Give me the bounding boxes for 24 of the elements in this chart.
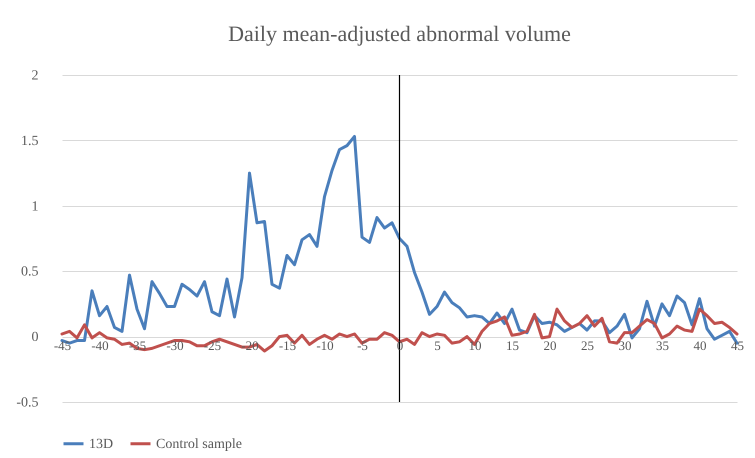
x-tick-label: -40: [91, 338, 109, 354]
legend-label: Control sample: [156, 436, 242, 452]
x-tick-label: -25: [204, 338, 222, 354]
y-tick-label: 1.5: [21, 134, 38, 149]
x-tick-label: 35: [656, 338, 669, 354]
x-tick-label: 5: [434, 338, 441, 354]
x-tick-label: -5: [357, 338, 368, 354]
x-tick-label: 25: [581, 338, 594, 354]
x-tick-label: 45: [731, 338, 744, 354]
x-tick-label: 20: [544, 338, 556, 354]
x-tick-label: -10: [316, 338, 334, 354]
x-tick-label: -45: [54, 338, 72, 354]
y-tick-label: 2: [32, 68, 38, 84]
y-tick-label: 1: [32, 199, 38, 214]
x-tick-label: 30: [618, 338, 632, 354]
chart-title: Daily mean-adjusted abnormal volume: [228, 21, 571, 46]
legend-label: 13D: [89, 436, 114, 452]
x-tick-label: 40: [694, 338, 706, 354]
y-tick-label: 0.5: [21, 264, 38, 280]
x-tick-label: 10: [468, 338, 482, 354]
x-tick-label: 15: [506, 338, 519, 354]
x-tick-label: -15: [278, 338, 296, 354]
y-tick-label: -0.5: [16, 396, 38, 410]
x-tick-label: -30: [166, 338, 184, 354]
